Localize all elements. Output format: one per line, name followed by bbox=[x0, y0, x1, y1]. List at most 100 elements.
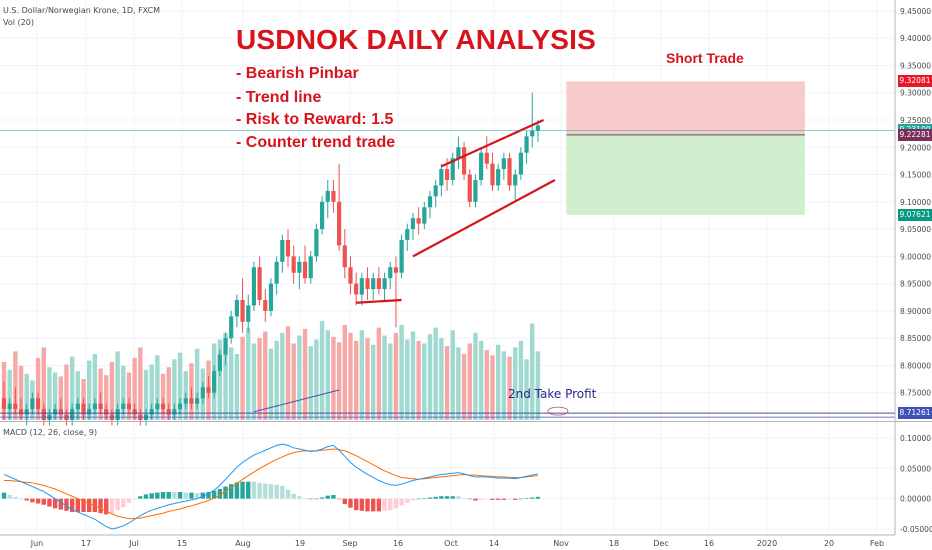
price-tag: 9.07621 bbox=[898, 208, 932, 221]
symbol-legend[interactable]: U.S. Dollar/Norwegian Krone, 1D, FXCM bbox=[3, 6, 161, 15]
volume-bar bbox=[308, 346, 313, 420]
short-position-zones[interactable] bbox=[566, 81, 805, 215]
x-tick-label: 17 bbox=[81, 539, 91, 548]
macd-tick-label: -0.05000 bbox=[900, 525, 932, 534]
volume-bar bbox=[518, 340, 524, 420]
candle-body bbox=[268, 283, 274, 311]
candle-body bbox=[291, 256, 296, 273]
macd-histogram-bar bbox=[58, 498, 63, 510]
volume-bar bbox=[104, 375, 109, 420]
macd-histogram-bar bbox=[143, 494, 149, 499]
macd-histogram-bar bbox=[246, 481, 251, 499]
volume-bar bbox=[13, 351, 18, 420]
x-tick-label: Feb bbox=[870, 539, 884, 548]
candle-body bbox=[444, 169, 450, 180]
x-tick-label: 16 bbox=[393, 539, 403, 548]
candle-body bbox=[155, 403, 160, 410]
macd-histogram-bar bbox=[69, 498, 75, 512]
macd-histogram-bar bbox=[149, 493, 154, 499]
macd-histogram-bar bbox=[194, 493, 200, 499]
macd-histogram-bar bbox=[257, 482, 262, 499]
volume-bar bbox=[513, 347, 518, 420]
volume-legend[interactable]: Vol (20) bbox=[3, 18, 34, 27]
macd-histogram-bar bbox=[98, 498, 103, 514]
volume-bar bbox=[268, 348, 274, 420]
y-tick-label: 9.25000 bbox=[900, 116, 931, 125]
macd-histogram-bar bbox=[513, 498, 518, 500]
macd-histogram-bar bbox=[166, 492, 171, 499]
candle-body bbox=[382, 278, 387, 290]
volume-bar bbox=[473, 332, 478, 420]
macd-histogram-bar bbox=[325, 495, 330, 499]
macd-histogram-bar bbox=[382, 498, 387, 511]
volume-bar bbox=[194, 348, 200, 420]
macd-histogram-bar bbox=[353, 498, 359, 511]
volume-bar bbox=[353, 340, 359, 420]
candle-body bbox=[365, 278, 370, 290]
candle-body bbox=[405, 229, 410, 240]
macd-histogram-bar bbox=[172, 492, 177, 499]
macd-histogram-bar bbox=[87, 498, 92, 512]
volume-bar bbox=[439, 338, 444, 420]
macd-histogram-bar bbox=[285, 489, 291, 499]
horizontal-levels[interactable] bbox=[0, 129, 895, 418]
macd-histogram-bar bbox=[427, 497, 433, 499]
y-tick-label: 8.85000 bbox=[900, 334, 931, 343]
macd-histogram-bar bbox=[319, 497, 325, 499]
macd-line bbox=[3, 443, 539, 530]
candle-body bbox=[7, 403, 12, 410]
macd-histogram-bar bbox=[433, 496, 438, 499]
macd-histogram-bar bbox=[297, 496, 302, 499]
volume-bar bbox=[456, 347, 461, 420]
macd-histogram-bar bbox=[348, 498, 353, 508]
candle-body bbox=[58, 409, 63, 415]
volume-bar bbox=[297, 335, 302, 420]
volume-bar bbox=[92, 354, 98, 420]
macd-histogram-bar bbox=[217, 488, 223, 499]
candle-body bbox=[348, 267, 353, 284]
trend-lines[interactable] bbox=[253, 118, 556, 413]
macd-histogram-bar bbox=[47, 498, 52, 507]
candle-body bbox=[354, 283, 359, 295]
volume-bar bbox=[285, 326, 291, 420]
y-tick-label: 9.00000 bbox=[900, 252, 931, 261]
candle-body bbox=[456, 147, 461, 159]
candle-body bbox=[183, 398, 188, 404]
volume-bar bbox=[138, 347, 143, 420]
macd-legend[interactable]: MACD (12, 26, close, 9) bbox=[3, 428, 98, 437]
volume-bar bbox=[359, 330, 365, 420]
volume-bar bbox=[376, 327, 382, 420]
candle-body bbox=[172, 409, 177, 415]
price-tag: 8.71261 bbox=[898, 407, 932, 420]
macd-histogram-bar bbox=[473, 498, 478, 501]
candle-body bbox=[433, 185, 438, 197]
candle-body bbox=[337, 201, 342, 246]
volume-bar bbox=[365, 338, 370, 420]
macd-histogram-bar bbox=[478, 498, 484, 500]
x-tick-label: 15 bbox=[177, 539, 187, 548]
x-tick-label: Sep bbox=[342, 539, 357, 548]
candle-body bbox=[70, 409, 75, 420]
candle-body bbox=[439, 169, 444, 186]
macd-histogram-bar bbox=[376, 498, 382, 512]
macd-histogram-bar bbox=[274, 484, 279, 499]
volume-bar bbox=[371, 344, 376, 420]
macd-histogram-bar bbox=[138, 496, 143, 499]
candle-body bbox=[376, 278, 381, 290]
volume-bar bbox=[393, 332, 399, 420]
y-tick-label: 8.80000 bbox=[900, 361, 931, 370]
trend-line bbox=[412, 179, 556, 258]
candle-body bbox=[484, 152, 489, 164]
candle-body bbox=[399, 240, 404, 273]
x-tick-label: Jun bbox=[30, 539, 44, 548]
candle-body bbox=[30, 398, 35, 410]
x-tick-label: Oct bbox=[444, 539, 458, 548]
note-counter-trend: - Counter trend trade bbox=[236, 134, 396, 151]
take-profit-label: 2nd Take Profit bbox=[508, 387, 597, 401]
macd-histogram-bar bbox=[422, 498, 427, 499]
volume-bar bbox=[336, 342, 342, 420]
volume-bar bbox=[47, 367, 52, 420]
candle-body bbox=[18, 409, 24, 415]
candle-body bbox=[240, 300, 245, 322]
